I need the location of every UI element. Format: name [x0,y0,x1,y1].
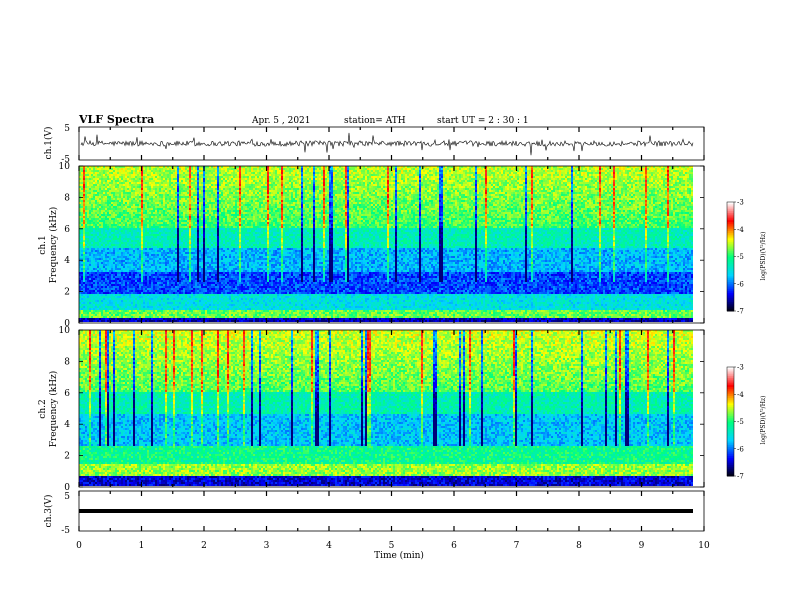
ch2-colorbar: -3 -4 -5 -6 -7 [727,364,744,481]
ch1-spectrogram [79,166,704,323]
colorbar-tick-label: -4 [737,226,744,234]
start-time-label: start UT = 2 : 30 : 1 [437,116,529,126]
spec-ytick-label: 6 [64,389,70,399]
figure-title: VLF Spectra [78,113,154,126]
colorbar-tick-label: -6 [737,280,744,288]
ch1-colorbar: -3 -4 -5 -6 -7 [727,199,744,316]
ch1-ytick-top: 5 [64,124,70,134]
station-label: station= ATH [344,116,406,126]
ch3-waveform-line [79,509,693,513]
x-tick-label: 0 [76,541,82,551]
spec-ytick-label: 4 [64,256,70,266]
time-axis-tick-labels: 0 1 2 3 4 5 6 7 8 9 10 [76,541,710,551]
ch1-waveform-panel: 5 -5 ch.1(V) [43,124,704,165]
time-axis-label: Time (min) [374,550,424,561]
ch1-waveform-ylabel: ch.1(V) [43,127,54,160]
x-tick-label: 9 [639,541,645,551]
ch1-spectrogram-ylabel-line1: ch.1 [38,235,48,254]
colorbar-tick-label: -4 [737,391,744,399]
spec-ytick-label: 10 [59,326,71,336]
ch2-spectrogram [79,330,704,487]
spec-ytick-label: 4 [64,420,70,430]
x-tick-label: 1 [139,541,145,551]
spec-ytick-label: 6 [64,225,70,235]
spec-ytick-label: 8 [64,357,70,367]
x-tick-label: 4 [326,541,332,551]
x-tick-label: 7 [514,541,520,551]
ch1-colorbar-label: log(PSD)(V²/Hz) [760,232,767,281]
colorbar-tick-label: -7 [737,308,744,316]
colorbar-tick-label: -6 [737,445,744,453]
date-label: Apr. 5 , 2021 [251,116,311,126]
colorbar-tick-label: -5 [737,418,744,426]
spec-ytick-label: 2 [64,452,70,462]
ch3-waveform-panel: 5 -5 ch.3(V) [43,491,704,536]
colorbar-tick-label: -5 [737,253,744,261]
ch2-spectrogram-ylabel-line2: Frequency (kHz) [48,371,59,448]
spec-ytick-label: 8 [64,193,70,203]
ch3-waveform-ylabel: ch.3(V) [43,495,54,528]
ch1-spectrogram-ylabel-line2: Frequency (kHz) [48,207,59,284]
ch3-ytick-bottom: -5 [61,526,70,536]
spec-ytick-label: 10 [59,162,71,172]
colorbar-tick-label: -3 [737,199,744,207]
x-tick-label: 8 [576,541,582,551]
ch2-colorbar-label: log(PSD)(V²/Hz) [760,396,767,445]
x-tick-label: 3 [264,541,270,551]
spec-ytick-label: 2 [64,288,70,298]
x-tick-label: 6 [451,541,457,551]
colorbar-tick-label: -3 [737,364,744,372]
ch3-ytick-top: 5 [64,492,70,502]
x-tick-label: 2 [201,541,207,551]
colorbar-tick-label: -7 [737,473,744,481]
x-tick-label: 5 [389,541,395,551]
x-tick-label: 10 [698,541,710,551]
ch2-spectrogram-ylabel-line1: ch.2 [38,399,48,418]
